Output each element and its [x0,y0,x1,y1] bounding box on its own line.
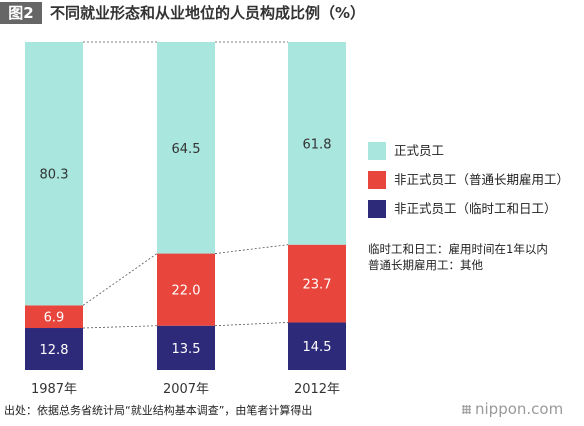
note-temporary: 临时工和日工：雇用时间在1年以内 [368,242,548,256]
legend-swatch-nonregular-temporary [368,200,386,218]
bar-long-term-1 [25,305,83,329]
connector-temporary-2 [214,322,289,327]
figure-tag: 图2 [0,2,42,24]
connector-long-term-1 [82,253,158,306]
bar-temporary-3 [288,322,346,370]
value-label-long-term-3: 23.7 [303,278,332,293]
legend-item-nonregular-long-term: 非正式员工（普通长期雇用工） [368,171,578,191]
bar-long-term-2 [157,253,215,326]
value-label-temporary-1: 12.8 [40,343,69,358]
legend-label-regular: 正式员工 [394,143,445,158]
value-label-regular-3: 61.8 [303,137,332,152]
value-label-temporary-2: 13.5 [172,342,201,357]
nippon-logo: nippon.com [462,398,563,420]
legend-item-nonregular-temporary: 非正式员工（临时工和日工） [368,200,578,220]
legend-swatch-nonregular-long-term [368,171,386,189]
value-label-regular-2: 64.5 [172,142,201,157]
notes: 临时工和日工：雇用时间在1年以内 普通长期雇用工：其他 [368,241,548,273]
bar-regular-2 [157,42,215,254]
chart-title: 不同就业形态和从业地位的人员构成比例（%） [50,4,366,22]
bar-regular-1 [25,42,83,306]
category-label-3: 2012年 [294,382,340,397]
dot-grid-icon [462,405,471,414]
legend-item-regular: 正式员工 [368,142,578,162]
legend-swatch-regular [368,142,386,160]
bar-temporary-2 [157,325,215,370]
legend-label-nonregular-temporary: 非正式员工（临时工和日工） [394,201,557,216]
stacked-bar-chart: 12.8 6.9 80.3 13.5 22.0 64.5 14.5 23.7 61.8 1987… [25,41,346,397]
value-label-long-term-1: 6.9 [44,311,65,326]
value-label-long-term-2: 22.0 [172,284,201,299]
value-label-regular-1: 80.3 [40,168,69,183]
note-long-term: 普通长期雇用工：其他 [368,258,483,272]
connector-long-term-2 [214,244,289,254]
bar-long-term-3 [288,244,346,323]
connector-temporary-1 [82,325,158,329]
value-label-temporary-3: 14.5 [303,340,332,355]
source-note: 出处：依据总务省统计局“就业结构基本调查”，由笔者计算得出 [4,404,313,417]
logo-text: nippon.com [475,400,564,418]
bar-temporary-1 [25,328,83,370]
category-label-1: 1987年 [31,382,77,397]
title-row: 图2 不同就业形态和从业地位的人员构成比例（%） [0,0,584,26]
bar-regular-3 [288,42,346,245]
category-label-2: 2007年 [163,382,209,397]
legend-label-nonregular-long-term: 非正式员工（普通长期雇用工） [394,172,570,187]
